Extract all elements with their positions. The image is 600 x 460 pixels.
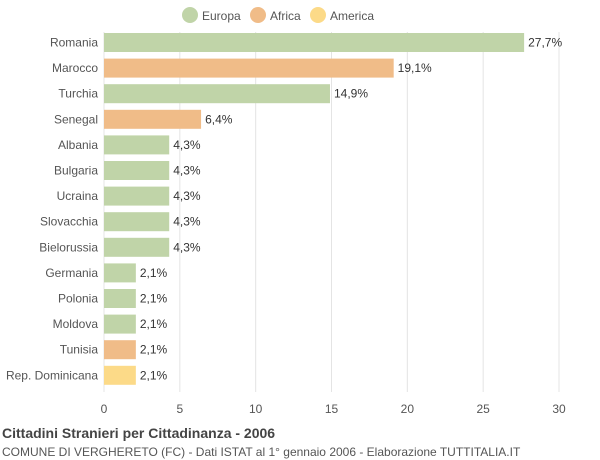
legend-swatch-america bbox=[310, 7, 326, 23]
data-label: 6,4% bbox=[205, 112, 233, 126]
category-label: Bulgaria bbox=[54, 164, 98, 178]
data-label: 4,3% bbox=[173, 138, 201, 152]
data-label: 14,9% bbox=[334, 87, 368, 101]
category-label: Germania bbox=[45, 266, 98, 280]
data-label: 4,3% bbox=[173, 164, 201, 178]
x-tick-label: 25 bbox=[476, 402, 490, 416]
category-label: Bielorussia bbox=[39, 240, 98, 254]
x-tick-label: 20 bbox=[401, 402, 415, 416]
data-label: 4,3% bbox=[173, 215, 201, 229]
legend-label: Africa bbox=[270, 9, 301, 23]
data-label: 4,3% bbox=[173, 240, 201, 254]
bar-romania bbox=[104, 33, 525, 52]
x-tick-label: 0 bbox=[101, 402, 108, 416]
data-label: 2,1% bbox=[140, 317, 168, 331]
chart-title: Cittadini Stranieri per Cittadinanza - 2… bbox=[2, 425, 276, 441]
data-label: 4,3% bbox=[173, 189, 201, 203]
category-label: Polonia bbox=[58, 292, 98, 306]
bar-turchia bbox=[104, 84, 330, 104]
bar-ucraina bbox=[104, 186, 170, 206]
legend-swatch-europa bbox=[182, 7, 198, 23]
bar-germania bbox=[104, 263, 136, 283]
data-label: 19,1% bbox=[398, 61, 432, 75]
category-label: Marocco bbox=[52, 61, 98, 75]
x-tick-label: 15 bbox=[325, 402, 339, 416]
category-label: Moldova bbox=[53, 317, 99, 331]
data-label: 2,1% bbox=[140, 266, 168, 280]
bar-bulgaria bbox=[104, 161, 170, 180]
category-label: Ucraina bbox=[57, 189, 99, 203]
data-label: 2,1% bbox=[140, 292, 168, 306]
category-label: Romania bbox=[50, 36, 98, 50]
bar-senegal bbox=[104, 109, 202, 129]
category-label: Senegal bbox=[54, 112, 98, 126]
chart-subtitle: COMUNE DI VERGHERETO (FC) - Dati ISTAT a… bbox=[2, 445, 521, 459]
bar-moldova bbox=[104, 314, 136, 334]
bar-tunisia bbox=[104, 340, 136, 360]
x-tick-label: 10 bbox=[249, 402, 263, 416]
category-label: Turchia bbox=[58, 87, 98, 101]
data-label: 27,7% bbox=[528, 36, 562, 50]
bar-albania bbox=[104, 135, 170, 155]
legend-swatch-africa bbox=[250, 7, 266, 23]
x-tick-label: 5 bbox=[176, 402, 183, 416]
bar-polonia bbox=[104, 289, 136, 308]
category-label: Albania bbox=[58, 138, 98, 152]
bar-rep-dominicana bbox=[104, 365, 136, 385]
bar-marocco bbox=[104, 58, 394, 78]
data-label: 2,1% bbox=[140, 343, 168, 357]
bar-bielorussia bbox=[104, 237, 170, 257]
category-label: Tunisia bbox=[60, 343, 99, 357]
data-label: 2,1% bbox=[140, 368, 168, 382]
category-label: Slovacchia bbox=[40, 215, 98, 229]
legend-label: America bbox=[330, 9, 374, 23]
bar-chart: Romania 27,7% Marocco 19,1% Turchia 14,9% Sene… bbox=[6, 7, 566, 416]
category-label: Rep. Dominicana bbox=[6, 368, 98, 382]
bar-slovacchia bbox=[104, 212, 170, 232]
x-tick-label: 30 bbox=[552, 402, 566, 416]
legend-label: Europa bbox=[202, 9, 241, 23]
